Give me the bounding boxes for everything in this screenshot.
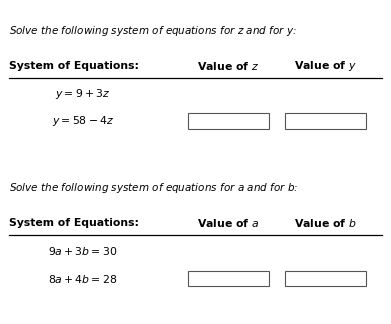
Text: $y = 58 - 4z$: $y = 58 - 4z$ [52, 114, 114, 128]
FancyBboxPatch shape [285, 113, 366, 129]
Text: Solve the following system of equations for $a$ and for $b$:: Solve the following system of equations … [9, 181, 298, 195]
Text: $y = 9 + 3z$: $y = 9 + 3z$ [56, 87, 111, 101]
FancyBboxPatch shape [188, 113, 269, 129]
Text: Value of $b$: Value of $b$ [294, 217, 357, 229]
Text: Value of $y$: Value of $y$ [294, 59, 357, 73]
FancyBboxPatch shape [285, 271, 366, 286]
Text: Value of $z$: Value of $z$ [197, 60, 260, 72]
Text: Value of $a$: Value of $a$ [197, 217, 260, 229]
Text: Solve the following system of equations for $z$ and for $y$:: Solve the following system of equations … [9, 24, 297, 38]
Text: System of Equations:: System of Equations: [9, 61, 139, 71]
Text: $8a + 4b = 28$: $8a + 4b = 28$ [48, 272, 118, 284]
Text: System of Equations:: System of Equations: [9, 218, 139, 228]
Text: $9a + 3b = 30$: $9a + 3b = 30$ [48, 245, 118, 257]
FancyBboxPatch shape [188, 271, 269, 286]
